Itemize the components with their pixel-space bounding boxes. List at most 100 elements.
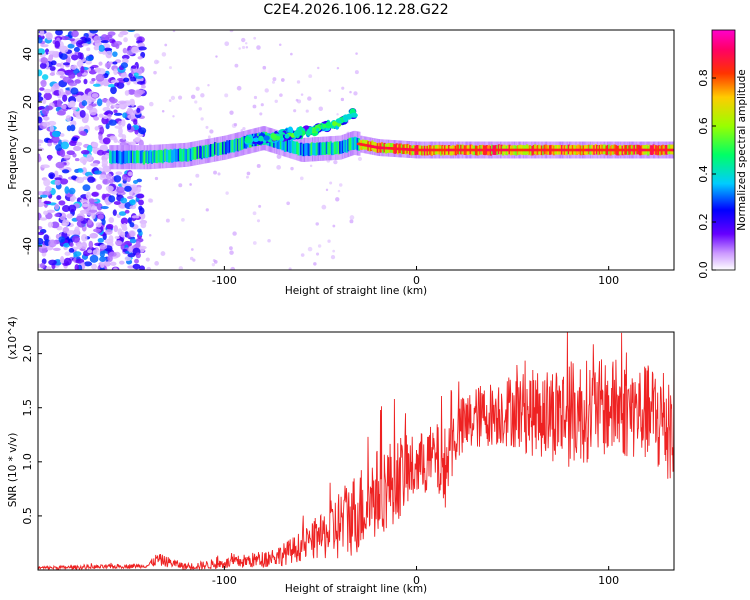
spectrogram-band <box>298 143 301 156</box>
spectrogram-noise-blob <box>91 77 96 82</box>
spectrogram-noise-blob <box>38 95 44 102</box>
spectrogram-x-ticks: -100 0 100 <box>212 266 619 287</box>
spectrogram-noise-blob <box>108 235 114 242</box>
spectrogram-noise-blob <box>123 77 130 83</box>
spectrogram-speckle <box>272 77 277 81</box>
spectrogram-panel: C2E4.2026.106.12.28.G22 -100 0 100 -40 -20 0… <box>7 2 675 297</box>
snr-x-tick-label: -100 <box>212 574 237 587</box>
spectrogram-band <box>145 150 148 163</box>
spectrogram-noise-blob <box>43 210 48 216</box>
spectrogram-band <box>339 141 342 154</box>
spectrogram-noise-blob <box>128 72 133 78</box>
spectrogram-noise-blob <box>102 178 110 185</box>
spectrogram-noise-blob <box>122 112 128 119</box>
spectrogram-noise-blob <box>58 200 66 206</box>
spectrogram-speckle <box>280 78 285 82</box>
spectrogram-band <box>122 150 125 164</box>
spectrogram-noise-blob <box>62 76 72 83</box>
spectrogram-band <box>170 150 174 163</box>
spectrogram-band <box>154 150 158 163</box>
spectrogram-noise-blob <box>76 72 83 77</box>
spectrogram-speckle <box>195 173 200 178</box>
spectrogram-noise-blob <box>98 61 103 66</box>
spectrogram-band <box>123 151 127 164</box>
spectrogram-noise-blob <box>40 57 48 64</box>
snr-y-label: SNR (10 * v/v) <box>7 433 19 508</box>
spectrogram-speckle <box>328 89 332 92</box>
spectrogram-noise-blob <box>112 104 121 108</box>
spectrogram-noise-blob <box>118 127 123 135</box>
spectrogram-branch-blob <box>350 112 358 118</box>
spectrogram-noise-blob <box>68 187 76 195</box>
spectrogram-band <box>181 149 184 162</box>
spectrogram-band <box>162 149 166 163</box>
spectrogram-noise-blob <box>103 115 109 119</box>
spectrogram-noise-blob <box>98 113 104 118</box>
spectrogram-band <box>328 142 331 155</box>
spectrogram-speckle <box>240 129 244 132</box>
figure-title: C2E4.2026.106.12.28.G22 <box>263 2 448 18</box>
spectrogram-speckle <box>340 97 345 102</box>
spectrogram-speckle <box>178 266 184 270</box>
spectrogram-noise-blob <box>86 105 94 111</box>
spectrogram-speckle <box>246 175 249 179</box>
spectrogram-speckle <box>165 218 170 223</box>
spectrogram-band <box>172 149 175 162</box>
spectrogram-noise-blob <box>100 262 105 269</box>
spectrogram-speckle <box>148 233 152 237</box>
spectrogram-noise-blob <box>79 109 86 118</box>
spectrogram-noise-blob <box>69 197 75 202</box>
spectrogram-speckle <box>154 261 159 266</box>
spectrogram-speckle <box>234 63 239 68</box>
spectrogram-noise-blob <box>85 55 94 62</box>
spectrogram-noise-blob <box>88 240 94 249</box>
spectrogram-noise-blob <box>135 240 141 248</box>
spectrogram-noise-blob <box>113 267 118 270</box>
spectrogram-band <box>285 138 288 152</box>
spectrogram-noise-blob <box>127 253 136 258</box>
spectrogram-noise-blob <box>48 239 57 248</box>
spectrogram-noise-blob <box>47 139 54 144</box>
spectrogram-noise-blob <box>51 130 61 138</box>
spectrogram-noise-blob <box>102 137 111 145</box>
spectrogram-speckle <box>195 86 200 91</box>
spectrogram-noise-blob <box>54 170 59 177</box>
spectrogram-band <box>111 150 114 164</box>
spectrogram-noise-blob <box>88 209 98 213</box>
spectrogram-band <box>351 137 354 150</box>
spectrogram-noise-blob <box>97 214 104 220</box>
spectrogram-band <box>222 141 225 155</box>
spectrogram-noise-blob <box>121 173 128 181</box>
spectrogram-noise-blob <box>105 201 111 206</box>
spectrogram-noise-blob <box>120 217 129 225</box>
spectrogram-noise-blob <box>95 184 103 191</box>
spectrogram-speckle <box>172 115 175 118</box>
spectrogram-speckle <box>256 163 261 168</box>
spectrogram-noise-blob <box>59 53 68 60</box>
spectrogram-noise-blob <box>40 194 48 198</box>
spectrogram-speckle <box>349 90 352 94</box>
spectrogram-noise-blob <box>80 66 85 74</box>
spectrogram-noise-blob <box>58 88 64 97</box>
snr-y-multiplier: (x10^4) <box>7 316 19 359</box>
spectrogram-noise-blob <box>120 119 126 127</box>
spectrogram-speckle <box>260 103 264 107</box>
spectrogram-noise-blob <box>100 40 109 44</box>
spectrogram-noise-blob <box>38 226 43 230</box>
spectrogram-noise-blob <box>60 36 70 41</box>
spectrogram-band <box>115 150 119 163</box>
spectrogram-band <box>193 147 197 160</box>
spectrogram-noise-blob <box>98 44 105 52</box>
spectrogram-noise-blob <box>68 72 76 79</box>
spectrogram-x-tick-label: 0 <box>413 274 420 287</box>
spectrogram-speckle <box>355 52 358 55</box>
spectrogram-band <box>174 149 178 162</box>
spectrogram-speckle <box>164 43 168 47</box>
spectrogram-noise-blob <box>50 85 56 93</box>
spectrogram-speckle <box>225 191 229 195</box>
spectrogram-noise-blob <box>126 107 133 115</box>
spectrogram-noise-blob <box>124 209 130 214</box>
spectrogram-band <box>320 142 323 156</box>
spectrogram-band <box>325 141 328 155</box>
spectrogram-band <box>228 140 231 153</box>
